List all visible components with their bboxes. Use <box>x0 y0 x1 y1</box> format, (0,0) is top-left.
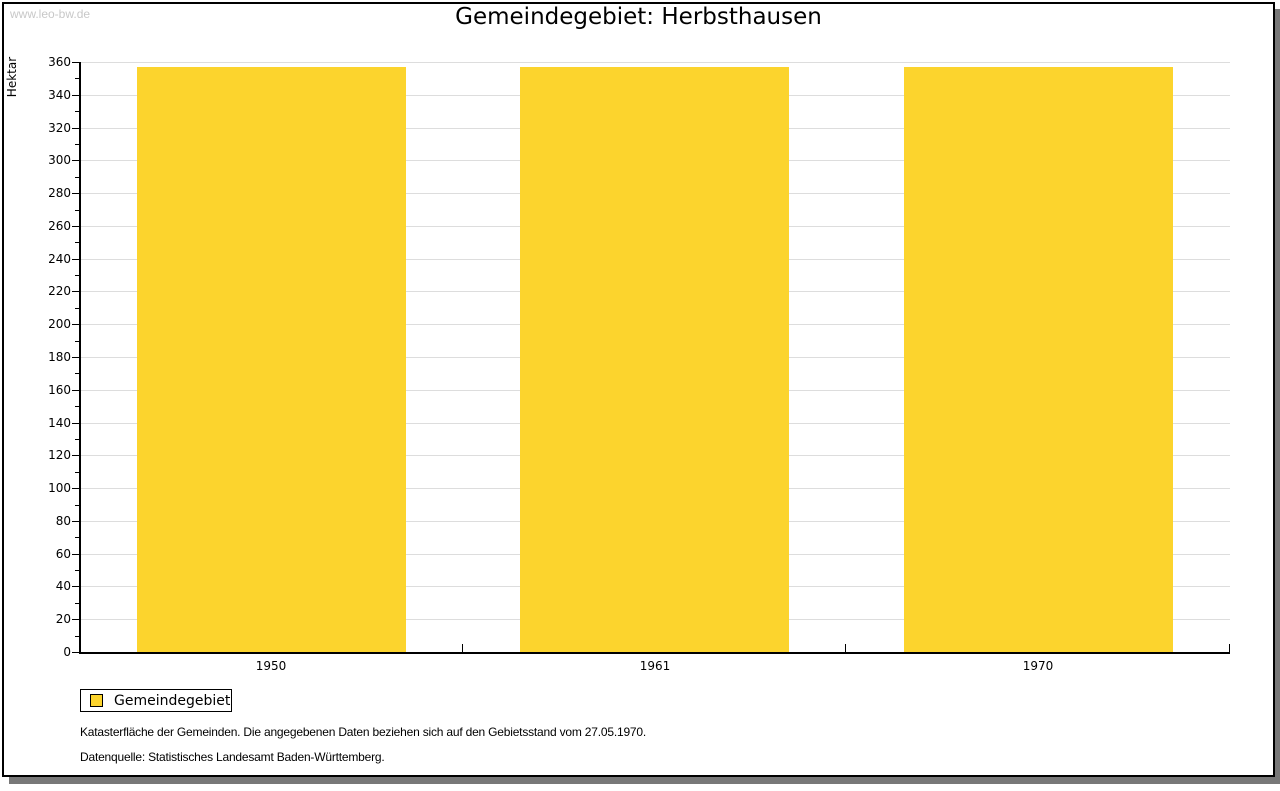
y-minor-tick <box>75 439 79 440</box>
y-major-tick <box>72 390 79 391</box>
y-minor-tick <box>75 406 79 407</box>
y-tick-label: 340 <box>48 88 71 102</box>
x-tick <box>845 644 846 652</box>
y-major-tick <box>72 95 79 96</box>
y-major-tick <box>72 291 79 292</box>
y-tick-label: 40 <box>55 579 71 593</box>
y-major-tick <box>72 128 79 129</box>
y-minor-tick <box>75 177 79 178</box>
y-tick-label: 220 <box>48 284 71 298</box>
x-tick-label: 1950 <box>255 659 287 673</box>
legend: Gemeindegebiet <box>80 689 232 712</box>
y-tick-label: 320 <box>48 121 71 135</box>
y-tick-label: 280 <box>48 186 71 200</box>
y-minor-tick <box>75 275 79 276</box>
y-major-tick <box>72 324 79 325</box>
x-tick-label: 1970 <box>1022 659 1054 673</box>
y-major-tick <box>72 357 79 358</box>
y-major-tick <box>72 423 79 424</box>
y-major-tick <box>72 193 79 194</box>
y-tick-label: 140 <box>48 416 71 430</box>
y-minor-tick <box>75 144 79 145</box>
y-minor-tick <box>75 603 79 604</box>
plot-area: 0 20 40 60 80 100 120 140 160 180 200 220 240 260 280 3… <box>48 55 1230 673</box>
x-tick-label: 1961 <box>639 659 671 673</box>
y-major-tick <box>72 586 79 587</box>
y-minor-tick <box>75 78 79 79</box>
y-major-tick <box>72 521 79 522</box>
y-minor-tick <box>75 472 79 473</box>
y-minor-tick <box>75 308 79 309</box>
y-major-tick <box>72 619 79 620</box>
bar-1961 <box>520 67 789 652</box>
y-minor-tick <box>75 242 79 243</box>
y-tick-label: 60 <box>55 547 71 561</box>
x-tick <box>462 644 463 652</box>
y-major-tick <box>72 226 79 227</box>
y-tick-label: 160 <box>48 383 71 397</box>
bar-1970 <box>904 67 1173 652</box>
y-major-tick <box>72 259 79 260</box>
chart-window: www.leo-bw.de Gemeindegebiet: Herbsthaus… <box>2 2 1275 777</box>
y-tick-label: 200 <box>48 317 71 331</box>
y-tick-label: 100 <box>48 481 71 495</box>
y-major-tick <box>72 488 79 489</box>
y-tick-label: 120 <box>48 448 71 462</box>
y-minor-tick <box>75 111 79 112</box>
y-minor-tick <box>75 373 79 374</box>
y-minor-tick <box>75 537 79 538</box>
y-tick-label: 260 <box>48 219 71 233</box>
gridline-360 <box>81 62 1230 63</box>
y-major-tick <box>72 554 79 555</box>
watermark: www.leo-bw.de <box>10 7 91 21</box>
y-major-tick <box>72 455 79 456</box>
y-minor-tick <box>75 505 79 506</box>
y-major-tick <box>72 160 79 161</box>
bar-1950 <box>137 67 406 652</box>
y-minor-tick <box>75 636 79 637</box>
footnote-line-1: Katasterfläche der Gemeinden. Die angege… <box>80 725 647 739</box>
y-tick-label: 360 <box>48 55 71 69</box>
y-minor-tick <box>75 210 79 211</box>
y-minor-tick <box>75 341 79 342</box>
y-axis-title: Hektar <box>5 56 19 98</box>
y-major-tick <box>72 652 79 653</box>
legend-label: Gemeindegebiet <box>114 692 231 709</box>
y-tick-label: 240 <box>48 252 71 266</box>
y-tick-label: 180 <box>48 350 71 364</box>
y-minor-tick <box>75 570 79 571</box>
y-major-tick <box>72 62 79 63</box>
x-tick <box>1229 644 1230 652</box>
legend-swatch <box>90 694 103 707</box>
y-tick-label: 80 <box>55 514 71 528</box>
y-tick-label: 0 <box>63 645 71 659</box>
footnote-line-2: Datenquelle: Statistisches Landesamt Bad… <box>80 750 385 764</box>
chart-title: Gemeindegebiet: Herbsthausen <box>455 4 822 30</box>
y-tick-label: 300 <box>48 153 71 167</box>
y-tick-label: 20 <box>55 612 71 626</box>
